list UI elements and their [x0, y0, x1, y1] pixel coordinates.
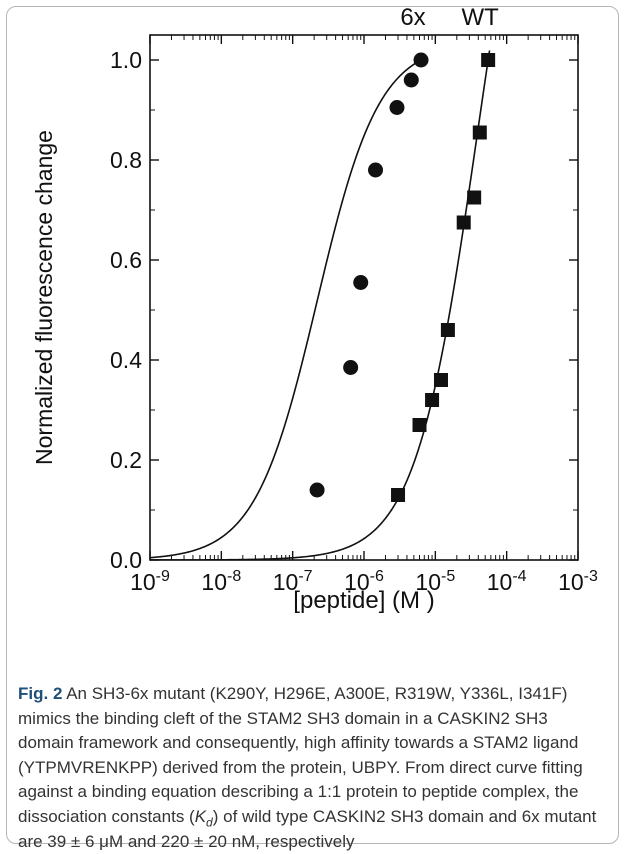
plot-frame — [149, 34, 579, 561]
figure-caption: Fig. 2 An SH3-6x mutant (K290Y, H296E, A… — [18, 682, 606, 854]
y-tick-label: 0.8 — [110, 147, 142, 173]
y-tick-label: 0.6 — [110, 247, 142, 273]
x-tick-label: 10-8 — [201, 568, 241, 595]
fit-curve-6x — [150, 58, 423, 559]
x-tick-label: 10-5 — [415, 568, 455, 595]
data-point-6x — [413, 52, 429, 68]
data-point-wt — [472, 125, 487, 140]
data-point-6x — [403, 72, 419, 88]
x-tick-label: 10-6 — [344, 568, 384, 595]
kd-symbol: K — [194, 806, 207, 826]
kd-subscript: d — [206, 815, 213, 830]
data-point-6x — [389, 100, 405, 115]
data-point-6x — [368, 162, 384, 178]
data-point-wt — [391, 488, 406, 502]
series-label-6x: 6x — [400, 4, 425, 31]
y-tick-label: 0.2 — [110, 447, 142, 473]
caption-text-part-1: An SH3-6x mutant (K290Y, H296E, A300E, R… — [18, 684, 583, 826]
figure-card — [6, 6, 619, 844]
x-tick-label: 10-7 — [273, 568, 313, 595]
data-point-wt — [481, 53, 496, 67]
data-point-6x — [309, 482, 325, 498]
y-tick-label: 1.0 — [110, 47, 142, 73]
x-tick-label: 10-3 — [558, 568, 598, 595]
binding-curve-chart: 0.0 0.2 0.4 0.6 0.8 1.0 10-9 10-8 10-7 10-6 10-5 10… — [31, 4, 598, 614]
data-point-wt — [433, 373, 448, 387]
x-axis-label: [peptide] (M ) — [293, 587, 434, 614]
y-tick-label: 0.0 — [110, 547, 142, 573]
data-point-wt — [467, 190, 482, 205]
data-point-6x — [343, 360, 359, 375]
y-tick-label: 0.4 — [110, 347, 142, 373]
data-point-wt — [425, 393, 440, 407]
data-point-wt — [456, 215, 471, 230]
caption-text-part-2: ) of wild type CASKIN2 SH3 domain and 6x… — [18, 806, 597, 851]
figure-label: Fig. 2 — [18, 684, 63, 703]
data-point-wt — [440, 323, 455, 337]
series-label-wt: WT — [461, 4, 499, 31]
x-tick-label: 10-9 — [130, 568, 170, 595]
x-tick-label: 10-4 — [487, 568, 527, 595]
data-point-6x — [353, 275, 369, 290]
y-axis-label: Normalized fluorescence change — [31, 130, 57, 465]
data-point-wt — [412, 418, 427, 432]
